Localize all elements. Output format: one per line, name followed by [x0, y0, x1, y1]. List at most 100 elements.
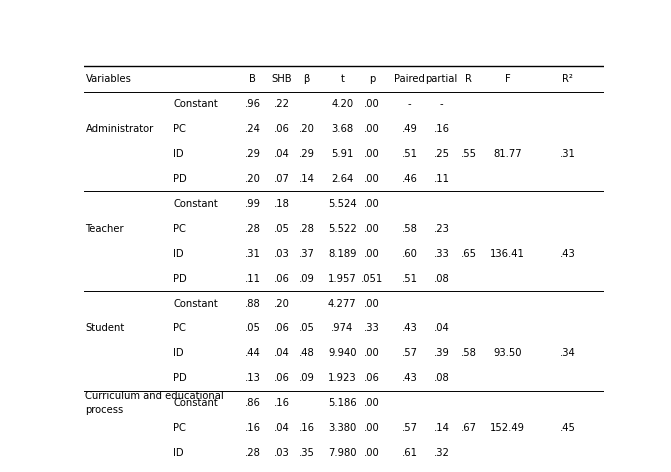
Text: .16: .16 [245, 423, 261, 433]
Text: .35: .35 [299, 448, 315, 458]
Text: .00: .00 [364, 99, 380, 110]
Text: .14: .14 [299, 174, 315, 184]
Text: .67: .67 [461, 423, 476, 433]
Text: 81.77: 81.77 [493, 149, 522, 159]
Text: .48: .48 [299, 348, 314, 358]
Text: 3.380: 3.380 [328, 423, 356, 433]
Text: ID: ID [173, 149, 184, 159]
Text: Variables: Variables [85, 74, 132, 84]
Text: PD: PD [173, 274, 187, 284]
Text: .04: .04 [274, 423, 290, 433]
Text: .39: .39 [433, 348, 450, 358]
Text: .06: .06 [274, 124, 290, 134]
Text: .28: .28 [245, 448, 261, 458]
Text: .00: .00 [364, 298, 380, 309]
Text: .00: .00 [364, 348, 380, 358]
Text: .06: .06 [274, 373, 290, 383]
Text: .51: .51 [401, 149, 417, 159]
Text: 3.68: 3.68 [331, 124, 354, 134]
Text: Paired: Paired [394, 74, 425, 84]
Text: .33: .33 [433, 249, 450, 259]
Text: .06: .06 [274, 323, 290, 333]
Text: .00: .00 [364, 423, 380, 433]
Text: .04: .04 [433, 323, 450, 333]
Text: Constant: Constant [173, 199, 218, 209]
Text: .13: .13 [245, 373, 261, 383]
Text: PD: PD [173, 373, 187, 383]
Text: .04: .04 [274, 348, 290, 358]
Text: .43: .43 [401, 373, 417, 383]
Text: .33: .33 [364, 323, 380, 333]
Text: .88: .88 [245, 298, 261, 309]
Text: .09: .09 [299, 274, 315, 284]
Text: .09: .09 [299, 373, 315, 383]
Text: .00: .00 [364, 199, 380, 209]
Text: .28: .28 [299, 224, 315, 234]
Text: .11: .11 [433, 174, 450, 184]
Text: 4.20: 4.20 [331, 99, 354, 110]
Text: .00: .00 [364, 249, 380, 259]
Text: 7.980: 7.980 [328, 448, 356, 458]
Text: .05: .05 [299, 323, 315, 333]
Text: Constant: Constant [173, 398, 218, 408]
Text: .04: .04 [274, 149, 290, 159]
Text: process: process [85, 405, 123, 415]
Text: .58: .58 [461, 348, 476, 358]
Text: R: R [465, 74, 472, 84]
Text: 1.923: 1.923 [328, 373, 357, 383]
Text: .00: .00 [364, 124, 380, 134]
Text: 1.957: 1.957 [328, 274, 357, 284]
Text: .43: .43 [401, 323, 417, 333]
Text: .06: .06 [274, 274, 290, 284]
Text: .46: .46 [401, 174, 417, 184]
Text: F: F [505, 74, 511, 84]
Text: .45: .45 [560, 423, 576, 433]
Text: 5.522: 5.522 [328, 224, 357, 234]
Text: .44: .44 [245, 348, 261, 358]
Text: -: - [407, 99, 411, 110]
Text: PC: PC [173, 224, 186, 234]
Text: p: p [369, 74, 375, 84]
Text: .25: .25 [433, 149, 450, 159]
Text: .29: .29 [245, 149, 261, 159]
Text: .16: .16 [274, 398, 290, 408]
Text: 5.186: 5.186 [328, 398, 357, 408]
Text: 2.64: 2.64 [331, 174, 354, 184]
Text: 5.91: 5.91 [331, 149, 354, 159]
Text: ID: ID [173, 448, 184, 458]
Text: .05: .05 [245, 323, 261, 333]
Text: .05: .05 [274, 224, 290, 234]
Text: .06: .06 [364, 373, 380, 383]
Text: .99: .99 [245, 199, 261, 209]
Text: .00: .00 [364, 174, 380, 184]
Text: t: t [340, 74, 344, 84]
Text: .96: .96 [245, 99, 261, 110]
Text: ID: ID [173, 348, 184, 358]
Text: ID: ID [173, 249, 184, 259]
Text: .051: .051 [361, 274, 383, 284]
Text: .34: .34 [560, 348, 575, 358]
Text: .55: .55 [461, 149, 476, 159]
Text: PC: PC [173, 323, 186, 333]
Text: partial: partial [425, 74, 458, 84]
Text: .31: .31 [245, 249, 261, 259]
Text: PC: PC [173, 423, 186, 433]
Text: .00: .00 [364, 398, 380, 408]
Text: PD: PD [173, 174, 187, 184]
Text: .20: .20 [299, 124, 315, 134]
Text: 93.50: 93.50 [493, 348, 522, 358]
Text: .86: .86 [245, 398, 261, 408]
Text: 9.940: 9.940 [328, 348, 356, 358]
Text: .61: .61 [401, 448, 417, 458]
Text: .08: .08 [433, 373, 450, 383]
Text: .20: .20 [274, 298, 290, 309]
Text: .32: .32 [433, 448, 450, 458]
Text: 8.189: 8.189 [328, 249, 356, 259]
Text: β: β [303, 74, 309, 84]
Text: .57: .57 [401, 423, 417, 433]
Text: .03: .03 [274, 249, 290, 259]
Text: .37: .37 [299, 249, 315, 259]
Text: .29: .29 [299, 149, 315, 159]
Text: .11: .11 [245, 274, 261, 284]
Text: Constant: Constant [173, 298, 218, 309]
